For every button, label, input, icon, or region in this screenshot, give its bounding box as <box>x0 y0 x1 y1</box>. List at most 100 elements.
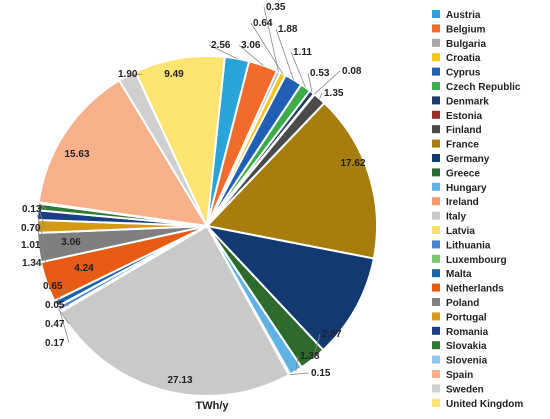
slice-label-czech-republic: 1.11 <box>293 47 312 58</box>
legend-swatch <box>432 240 440 249</box>
leader-line <box>289 372 310 375</box>
leader-line <box>290 51 306 88</box>
legend-swatch <box>432 312 440 321</box>
slice-label-lithuania: 0.47 <box>45 319 65 330</box>
slice-label-ireland: 0.15 <box>311 368 331 379</box>
legend-label: Netherlands <box>446 284 504 295</box>
legend-swatch <box>432 341 440 350</box>
legend-swatch <box>432 154 440 162</box>
leader-line <box>238 44 264 66</box>
legend-swatch <box>432 96 440 105</box>
unit-label: TWh/y <box>196 400 230 412</box>
leader-line <box>36 226 47 264</box>
legend-label: Bulgaria <box>446 39 486 50</box>
legend-swatch <box>432 370 440 378</box>
slice-label-united-kingdom: 9.49 <box>164 69 184 80</box>
slice-label-bulgaria: 0.35 <box>266 2 286 13</box>
slice-label-france: 17.62 <box>340 158 365 169</box>
slice-germany <box>204 224 376 352</box>
leader-lines <box>36 6 341 375</box>
legend-swatch <box>432 125 440 134</box>
legend-swatch <box>432 283 440 292</box>
slice-label-malta: 0.65 <box>43 281 63 292</box>
legend-swatch <box>432 38 440 47</box>
legend-swatch <box>432 139 440 148</box>
legend-swatch <box>432 326 440 335</box>
legend-swatch <box>432 355 440 364</box>
leader-line <box>295 355 299 371</box>
leader-line <box>314 70 341 95</box>
legend-label: Czech Republic <box>446 82 521 93</box>
leader-line <box>275 28 294 80</box>
leader-line <box>59 311 70 344</box>
slice-label-greece: 2.87 <box>322 329 342 340</box>
legend-swatch <box>432 24 440 33</box>
legend-label: Poland <box>446 298 479 309</box>
legend-label: Spain <box>446 370 473 381</box>
legend-label: Italy <box>446 212 466 223</box>
leader-line <box>319 92 323 99</box>
legend-label: Finland <box>446 125 482 136</box>
leader-line <box>37 215 46 246</box>
legend-label: Cyprus <box>446 68 481 79</box>
legend-swatch <box>432 197 440 206</box>
leader-line <box>127 73 143 77</box>
slice-label-hungary: 1.38 <box>300 351 320 362</box>
slice-label-latvia: 0.17 <box>45 338 65 349</box>
legend-label: Malta <box>446 269 472 280</box>
legend-swatch <box>432 182 440 191</box>
slice-label-croatia: 0.64 <box>253 18 273 29</box>
legend-label: Luxembourg <box>446 255 507 266</box>
slice-label-austria: 2.56 <box>211 40 231 51</box>
legend-label: Estonia <box>446 111 483 122</box>
slice-labels: 2.56 3.06 0.35 0.64 1.88 1.11 0.53 0.08 1.35 17.6… <box>21 2 366 386</box>
legend-swatch <box>432 298 440 306</box>
leader-line <box>37 206 46 229</box>
slice-label-denmark: 0.53 <box>310 68 330 79</box>
slice-label-poland: 3.06 <box>61 237 81 248</box>
legend-label: Latvia <box>446 226 475 237</box>
slice-label-spain: 15.63 <box>64 149 89 160</box>
slice-united-kingdom <box>134 55 226 230</box>
legend-label: Greece <box>446 168 480 179</box>
legend-swatch <box>432 384 440 393</box>
slice-label-finland: 1.35 <box>324 88 344 99</box>
legend-swatch <box>432 226 440 234</box>
legend-label: France <box>446 140 479 151</box>
legend-label: Croatia <box>446 53 481 64</box>
slice-label-belgium: 3.06 <box>241 40 261 51</box>
legend-label: Denmark <box>446 96 489 107</box>
pie-slices <box>36 55 378 397</box>
legend-swatch <box>432 82 440 90</box>
slice-label-netherlands: 4.24 <box>74 263 94 274</box>
slice-france <box>205 101 378 260</box>
legend-swatch <box>432 10 440 18</box>
slice-label-sweden: 1.90 <box>118 69 138 80</box>
slice-label-portugal: 1.34 <box>22 258 42 269</box>
slice-italy <box>59 224 291 397</box>
legend-label: Germany <box>446 154 490 165</box>
leader-line <box>55 285 68 304</box>
leader-line <box>38 202 47 210</box>
legend-swatch <box>432 110 440 119</box>
slice-label-slovakia: 0.70 <box>21 223 41 234</box>
legend-swatch <box>432 269 440 278</box>
legend-swatch <box>432 53 440 62</box>
leader-line <box>208 44 238 60</box>
legend-label: Lithuania <box>446 240 491 251</box>
slice-spain <box>37 79 209 228</box>
legend-swatch <box>432 398 440 407</box>
leader-line <box>312 333 321 360</box>
leader-line <box>58 308 70 325</box>
slice-label-italy: 27.13 <box>167 375 192 386</box>
legend-label: Hungary <box>446 183 487 194</box>
slice-label-slovenia: 0.13 <box>22 204 42 215</box>
leader-line <box>263 6 279 72</box>
legend-label: Slovakia <box>446 341 487 352</box>
legend-label: Slovenia <box>446 356 488 367</box>
legend-swatch <box>432 67 440 76</box>
leader-line <box>307 72 313 93</box>
legend-swatch <box>432 168 440 177</box>
legend-label: Belgium <box>446 24 486 35</box>
